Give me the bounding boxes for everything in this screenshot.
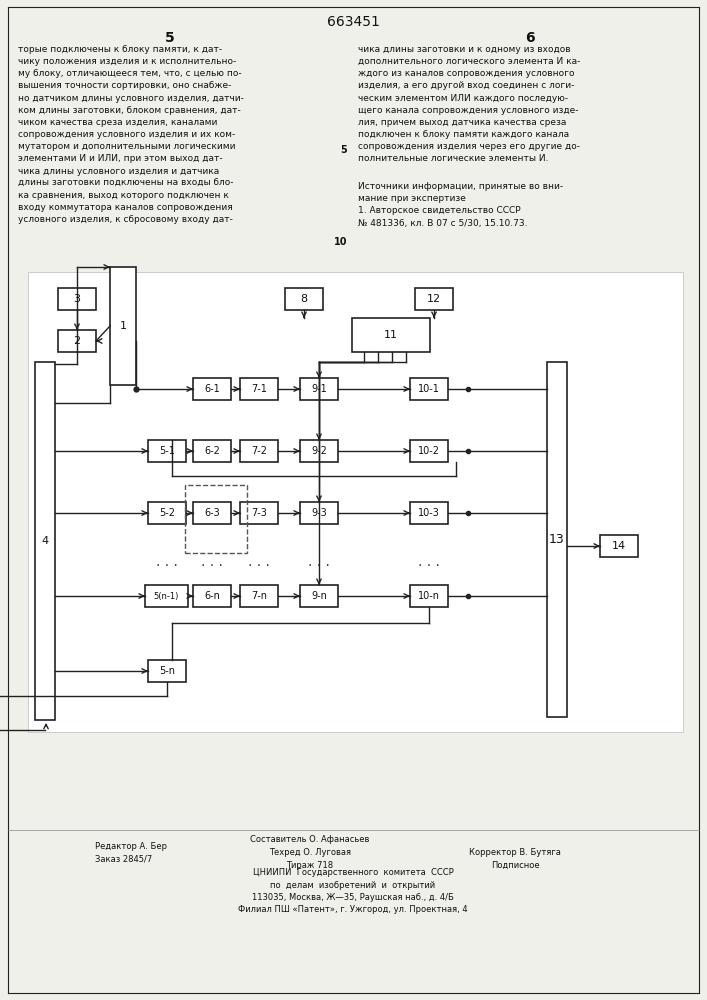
- Text: 5: 5: [165, 31, 175, 45]
- Bar: [300, 585, 338, 607]
- Text: 663451: 663451: [327, 15, 380, 29]
- Bar: [300, 502, 338, 524]
- Bar: [600, 535, 638, 557]
- Bar: [148, 502, 186, 524]
- Bar: [145, 585, 188, 607]
- Bar: [410, 585, 448, 607]
- Text: 14: 14: [612, 541, 626, 551]
- Text: 5(n-1): 5(n-1): [154, 591, 179, 600]
- Text: 7-1: 7-1: [251, 384, 267, 394]
- Bar: [35, 362, 55, 720]
- Bar: [185, 485, 247, 553]
- Text: 6-2: 6-2: [204, 446, 220, 456]
- Text: 11: 11: [384, 330, 398, 340]
- Text: 10-1: 10-1: [418, 384, 440, 394]
- Text: Источники информации, принятые во вни-
мание при экспертизе
1. Авторское свидете: Источники информации, принятые во вни- м…: [358, 170, 563, 228]
- Text: · · ·: · · ·: [418, 558, 440, 572]
- Text: Составитель О. Афанасьев: Составитель О. Афанасьев: [250, 835, 370, 844]
- Bar: [352, 318, 430, 352]
- Text: 13: 13: [549, 533, 565, 546]
- Text: 2: 2: [74, 336, 81, 346]
- Text: 9-3: 9-3: [311, 508, 327, 518]
- Text: 9-2: 9-2: [311, 446, 327, 456]
- Text: 7-3: 7-3: [251, 508, 267, 518]
- Bar: [110, 267, 136, 385]
- Text: 1: 1: [119, 321, 127, 331]
- Text: 7-n: 7-n: [251, 591, 267, 601]
- Text: 8: 8: [300, 294, 308, 304]
- Bar: [193, 585, 231, 607]
- Text: 9-1: 9-1: [311, 384, 327, 394]
- Text: 10: 10: [334, 237, 347, 247]
- Text: · · ·: · · ·: [308, 558, 330, 572]
- Bar: [285, 288, 323, 310]
- Text: 5-1: 5-1: [159, 446, 175, 456]
- Text: 10-3: 10-3: [418, 508, 440, 518]
- Text: Техред О. Луговая
Тираж 718: Техред О. Луговая Тираж 718: [269, 848, 351, 869]
- Text: 6: 6: [525, 31, 534, 45]
- Bar: [148, 660, 186, 682]
- Text: 3: 3: [74, 294, 81, 304]
- Text: 5-2: 5-2: [159, 508, 175, 518]
- Text: 9-n: 9-n: [311, 591, 327, 601]
- Text: 4: 4: [42, 536, 49, 546]
- Text: 5-n: 5-n: [159, 666, 175, 676]
- Text: Корректор В. Бутяга
Подписное: Корректор В. Бутяга Подписное: [469, 848, 561, 869]
- Text: 10-2: 10-2: [418, 446, 440, 456]
- Bar: [415, 288, 453, 310]
- Text: 5: 5: [340, 145, 347, 155]
- Bar: [148, 440, 186, 462]
- Bar: [240, 378, 278, 400]
- Text: чика длины заготовки и к одному из входов
дополнительного логического элемента И: чика длины заготовки и к одному из входо…: [358, 45, 580, 163]
- Text: 7-2: 7-2: [251, 446, 267, 456]
- Bar: [410, 440, 448, 462]
- Text: 12: 12: [427, 294, 441, 304]
- Bar: [410, 378, 448, 400]
- Text: · · ·: · · ·: [201, 558, 223, 572]
- Text: Редактор А. Бер
Заказ 2845/7: Редактор А. Бер Заказ 2845/7: [95, 842, 167, 863]
- Bar: [28, 272, 683, 732]
- Text: 6-3: 6-3: [204, 508, 220, 518]
- Bar: [58, 330, 96, 352]
- Bar: [193, 440, 231, 462]
- Bar: [193, 502, 231, 524]
- Text: · · ·: · · ·: [248, 558, 270, 572]
- Bar: [300, 378, 338, 400]
- Bar: [300, 440, 338, 462]
- Bar: [547, 362, 567, 717]
- Bar: [193, 378, 231, 400]
- Text: 10-n: 10-n: [418, 591, 440, 601]
- Bar: [240, 585, 278, 607]
- Text: 6-n: 6-n: [204, 591, 220, 601]
- Text: 6-1: 6-1: [204, 384, 220, 394]
- Bar: [58, 288, 96, 310]
- Text: ЦНИИПИ  Государственного  комитета  СССР
по  делам  изобретений  и  открытий
113: ЦНИИПИ Государственного комитета СССР по…: [238, 868, 468, 914]
- Bar: [410, 502, 448, 524]
- Bar: [240, 440, 278, 462]
- Text: торые подключены к блоку памяти, к дат-
чику положения изделия и к исполнительно: торые подключены к блоку памяти, к дат- …: [18, 45, 244, 224]
- Text: · · ·: · · ·: [156, 558, 178, 572]
- Bar: [240, 502, 278, 524]
